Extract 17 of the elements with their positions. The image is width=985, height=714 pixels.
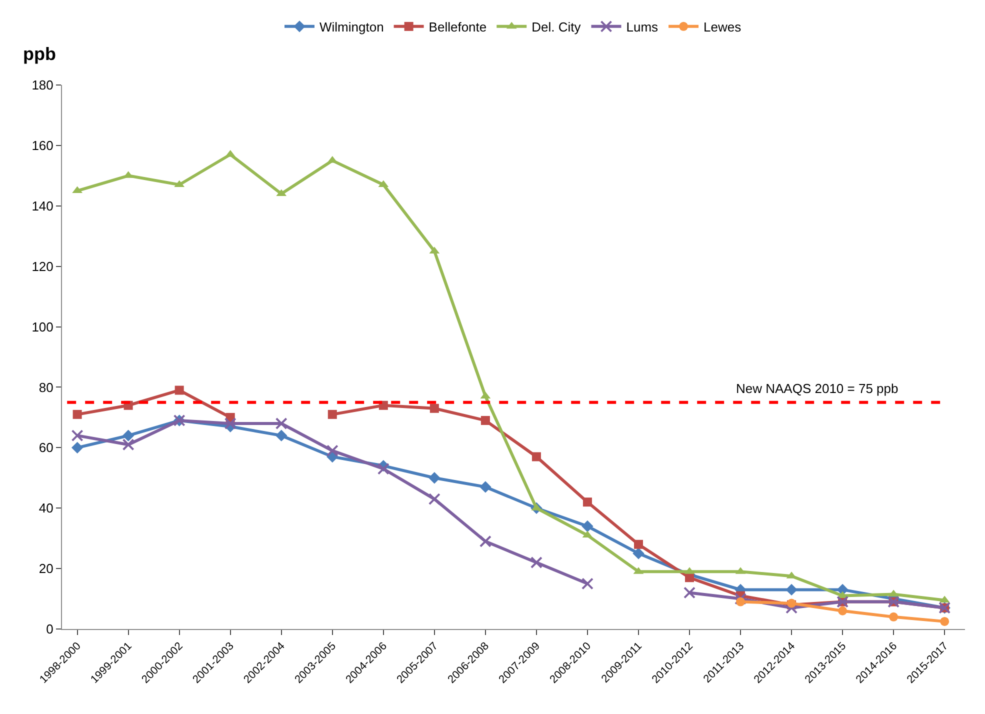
legend-label: Del. City (532, 20, 582, 34)
legend-label: Lewes (704, 20, 742, 34)
y-tick-label: 100 (32, 319, 54, 334)
y-tick-label: 120 (32, 258, 54, 274)
y-tick-label: 160 (32, 138, 54, 153)
y-tick-label: 20 (38, 561, 54, 576)
ref-line-label: New NAAQS 2010 = 75 ppb (736, 381, 898, 396)
y-tick-label: 80 (38, 380, 54, 395)
y-axis-title: ppb (23, 44, 56, 64)
y-tick-label: 180 (32, 78, 54, 93)
legend-label: Wilmington (320, 20, 384, 34)
legend-label: Bellefonte (428, 20, 487, 34)
y-tick-label: 40 (38, 500, 54, 516)
legend-label: Lums (626, 20, 659, 34)
y-tick-label: 140 (32, 198, 54, 214)
y-tick-label: 0 (46, 622, 54, 637)
y-tick-label: 60 (38, 440, 54, 456)
